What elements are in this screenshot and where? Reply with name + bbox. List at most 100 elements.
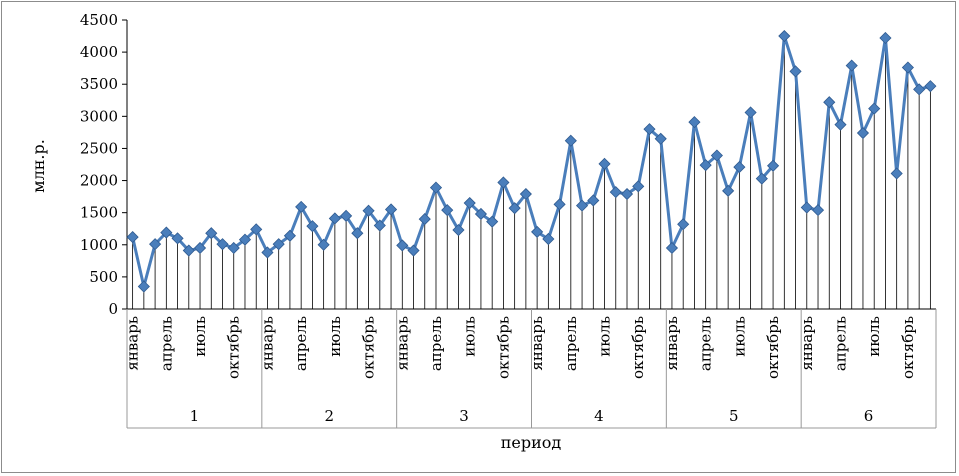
x-tick-label: июль xyxy=(865,316,883,357)
data-point xyxy=(149,238,162,251)
data-point xyxy=(531,225,544,238)
data-point xyxy=(542,232,555,246)
data-point xyxy=(508,202,521,215)
data-point xyxy=(283,229,296,242)
data-point xyxy=(182,244,195,257)
data-point xyxy=(789,65,802,78)
y-tick-label: 0 xyxy=(108,300,118,318)
data-point xyxy=(373,219,386,232)
x-tick-label: январь xyxy=(393,316,411,371)
data-point xyxy=(564,134,577,147)
y-tick-label: 500 xyxy=(89,268,118,286)
y-tick-label: 1000 xyxy=(80,236,118,254)
y-tick-label: 2000 xyxy=(80,172,118,190)
data-point xyxy=(767,159,780,172)
data-point xyxy=(407,244,420,257)
data-point xyxy=(474,207,488,221)
data-point xyxy=(890,167,903,180)
x-tick-label: апрель xyxy=(292,316,310,371)
data-point xyxy=(722,184,735,197)
data-point xyxy=(800,201,813,214)
x-tick-label: октябрь xyxy=(899,316,917,379)
x-tick-label: апрель xyxy=(562,316,580,371)
series-line xyxy=(131,34,931,289)
x-tick-label: апрель xyxy=(831,316,849,371)
data-point xyxy=(609,186,622,199)
data-point xyxy=(823,96,836,109)
y-tick-label: 3000 xyxy=(80,107,118,125)
x-tick-label: июль xyxy=(596,316,614,357)
data-point xyxy=(497,176,510,189)
data-point xyxy=(429,181,443,194)
data-point xyxy=(901,61,914,74)
data-point xyxy=(441,204,454,217)
axes xyxy=(122,19,937,429)
data-point xyxy=(677,218,690,231)
data-point xyxy=(396,239,409,252)
data-point xyxy=(227,241,240,255)
data-point xyxy=(306,220,319,233)
data-point xyxy=(238,233,252,246)
x-tick-label: апрель xyxy=(697,316,715,371)
data-point xyxy=(216,238,229,251)
y-tick-label: 1500 xyxy=(80,204,118,222)
x-tick-label: январь xyxy=(663,316,681,371)
group-label: 3 xyxy=(459,407,469,425)
data-point xyxy=(632,180,645,193)
x-tick-label: апрель xyxy=(157,316,175,371)
x-tick-label: июль xyxy=(326,316,344,357)
data-point xyxy=(744,106,757,119)
data-point xyxy=(463,196,476,210)
x-tick-label: январь xyxy=(528,316,546,371)
group-label: 5 xyxy=(729,407,739,425)
data-point xyxy=(699,159,712,172)
data-point xyxy=(137,280,150,293)
data-point xyxy=(834,118,847,131)
data-point xyxy=(879,31,892,45)
data-point xyxy=(598,157,611,170)
x-axis-title: период xyxy=(501,433,562,452)
series-polyline xyxy=(131,34,931,289)
data-point xyxy=(261,246,274,259)
series-markers xyxy=(126,29,937,293)
group-label: 4 xyxy=(594,407,604,425)
data-point xyxy=(733,161,746,174)
data-point xyxy=(519,187,532,201)
data-point xyxy=(452,223,465,237)
data-point xyxy=(755,172,768,185)
data-point xyxy=(362,204,375,217)
group-label: 6 xyxy=(864,407,874,425)
data-point xyxy=(328,212,341,225)
y-axis-title: млн.р. xyxy=(29,139,48,193)
group-label: 2 xyxy=(324,407,334,425)
data-point xyxy=(351,227,364,240)
data-point xyxy=(295,200,308,213)
data-point xyxy=(778,29,791,43)
drop-lines xyxy=(132,36,931,309)
group-label: 1 xyxy=(190,407,200,425)
data-point xyxy=(665,241,679,255)
y-tick-label: 4000 xyxy=(80,43,118,61)
x-tick-label: октябрь xyxy=(494,316,512,379)
data-point xyxy=(272,238,285,251)
data-point xyxy=(126,231,139,244)
data-point xyxy=(688,116,701,129)
data-point xyxy=(643,123,656,136)
x-tick-label: июль xyxy=(730,316,748,357)
data-point xyxy=(340,209,353,222)
x-tick-label: июль xyxy=(191,316,209,357)
data-point xyxy=(654,132,667,145)
tick-labels: 0 500 1000 1500 2000 2500 3000 3500 4000 4500 янва… xyxy=(80,11,917,425)
x-tick-label: январь xyxy=(798,316,816,371)
data-point xyxy=(193,241,207,255)
data-point xyxy=(317,238,330,251)
data-point xyxy=(856,126,870,140)
data-point xyxy=(710,149,723,162)
data-point xyxy=(250,223,263,236)
data-point xyxy=(384,203,398,216)
data-point xyxy=(205,227,218,240)
data-point xyxy=(575,199,589,212)
data-point xyxy=(486,215,499,228)
x-tick-label: октябрь xyxy=(360,316,378,379)
